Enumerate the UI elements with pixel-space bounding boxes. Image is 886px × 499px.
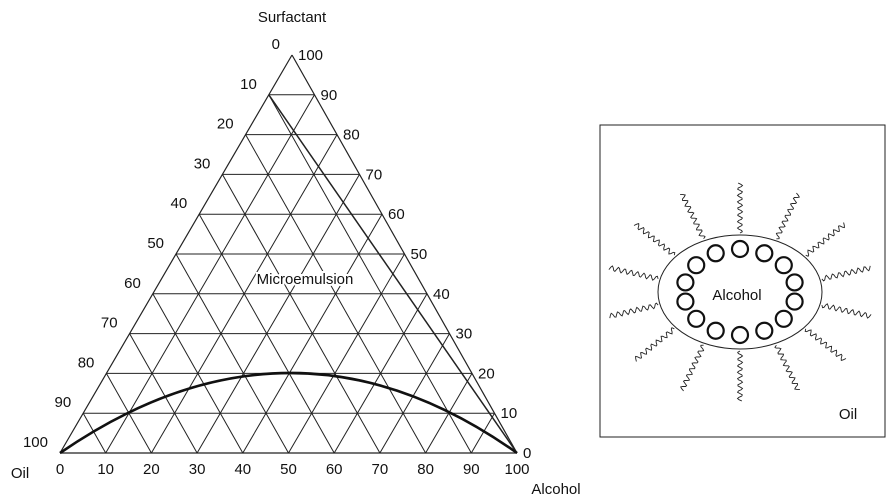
surfactant-tail (738, 183, 743, 233)
surfactant-head (756, 323, 772, 339)
tick-label: 60 (388, 206, 405, 223)
page: Surfactant Oil Alcohol Microemulsion Alc… (0, 0, 886, 499)
surfactant-tail (610, 303, 658, 318)
tick-label: 0 (56, 461, 64, 478)
ternary-diagram (60, 55, 517, 453)
tick-label: 10 (240, 76, 257, 93)
apex-label: Surfactant (258, 9, 327, 26)
core-label: Alcohol (712, 287, 761, 304)
surfactant-tail (680, 195, 705, 239)
tick-label: 60 (326, 461, 343, 478)
tick-label: 10 (97, 461, 114, 478)
surfactant-head (776, 257, 792, 273)
apex-label: Alcohol (531, 481, 580, 498)
tick-label: 40 (433, 286, 450, 303)
surfactant-tail (775, 345, 800, 389)
inset-frame (600, 125, 885, 437)
surfactant-head (776, 311, 792, 327)
surfactant-head (787, 274, 803, 290)
surfactant-tail (805, 329, 846, 361)
grid-line (380, 334, 450, 453)
tick-label: 50 (411, 246, 428, 263)
surfactant-tail (822, 266, 870, 281)
tick-label: 30 (456, 326, 473, 343)
surfactant-tail (634, 224, 675, 256)
grid-line (197, 174, 359, 453)
surfactant-tail (822, 304, 871, 318)
tick-label: 60 (124, 275, 141, 292)
tick-label: 80 (417, 461, 434, 478)
surfactant-tail (609, 266, 658, 280)
tick-label: 100 (298, 47, 323, 64)
grid-line (222, 174, 380, 453)
tick-label: 70 (372, 461, 389, 478)
surfactant-head (708, 245, 724, 261)
tick-label: 20 (217, 116, 234, 133)
tick-label: 0 (523, 445, 531, 462)
region-label: Microemulsion (257, 271, 354, 288)
tick-label: 20 (478, 365, 495, 382)
tick-label: 90 (55, 394, 72, 411)
surfactant-head (677, 294, 693, 310)
tick-label: 70 (101, 315, 118, 332)
tick-label: 30 (189, 461, 206, 478)
surfactant-head (677, 274, 693, 290)
medium-label: Oil (839, 406, 857, 423)
surfactant-tail (636, 328, 675, 362)
tick-label: 30 (194, 155, 211, 172)
surfactant-tail (806, 223, 845, 257)
surfactant-head (787, 294, 803, 310)
micelle-inset (600, 125, 885, 437)
tick-label: 50 (280, 461, 297, 478)
tick-label: 70 (366, 166, 383, 183)
tick-label: 90 (321, 87, 338, 104)
surfactant-head (688, 311, 704, 327)
tick-label: 0 (272, 36, 280, 53)
surfactant-head (688, 257, 704, 273)
tick-label: 40 (234, 461, 251, 478)
surfactant-head (708, 323, 724, 339)
tick-label: 50 (147, 235, 164, 252)
tick-label: 90 (463, 461, 480, 478)
surfactant-head (756, 245, 772, 261)
apex-label: Oil (11, 465, 29, 482)
grid-line (471, 413, 494, 453)
surfactant-head (732, 241, 748, 257)
grid-line (130, 334, 198, 453)
surfactant-tail (681, 345, 704, 391)
tick-label: 100 (23, 434, 48, 451)
surfactant-tail (776, 193, 799, 239)
surfactant-tail (738, 351, 743, 401)
grid-line (83, 413, 106, 453)
tick-label: 80 (343, 127, 360, 144)
tick-label: 20 (143, 461, 160, 478)
tick-label: 10 (501, 405, 518, 422)
tick-label: 40 (171, 195, 188, 212)
surfactant-head (732, 327, 748, 343)
tick-label: 100 (504, 461, 529, 478)
tick-label: 80 (78, 354, 95, 371)
